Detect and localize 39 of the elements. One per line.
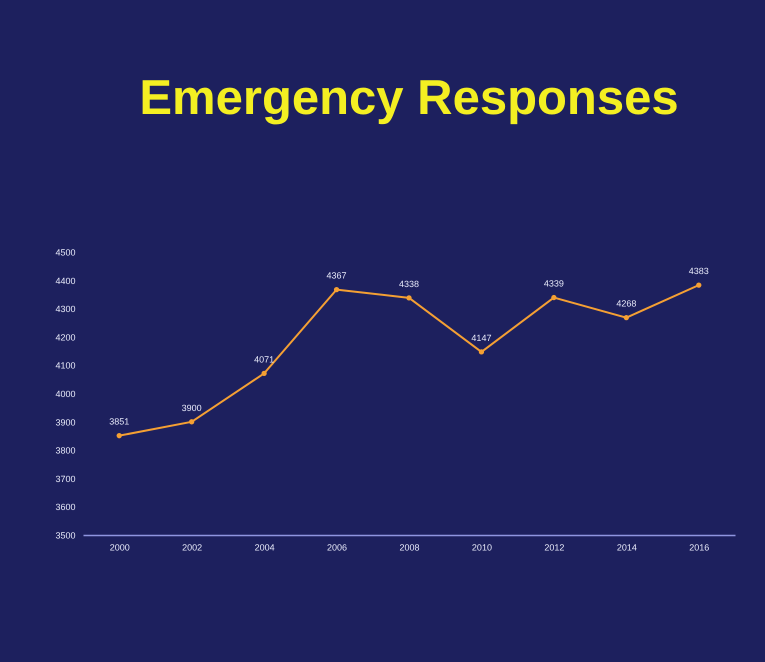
x-tick-label: 2002 (182, 542, 202, 552)
point (406, 295, 412, 300)
y-tick-label: 3800 (55, 446, 76, 456)
y-tick-label: 4400 (55, 276, 76, 286)
x-tick-label: 2004 (254, 542, 275, 552)
x-tick-label: 2010 (472, 542, 492, 552)
y-tick-label: 4000 (55, 389, 76, 399)
point (116, 433, 122, 438)
y-tick-label: 3900 (55, 417, 76, 428)
data-label: 4367 (326, 270, 347, 281)
point (624, 315, 629, 320)
y-tick-label: 4500 (55, 248, 76, 258)
y-tick-label: 3600 (55, 502, 76, 512)
data-label: 4339 (544, 278, 564, 289)
point (551, 294, 557, 300)
x-tick-label: 2006 (327, 542, 348, 552)
point (478, 349, 484, 355)
data-label: 3900 (182, 402, 202, 413)
point (696, 282, 702, 288)
x-tick-label: 2016 (689, 542, 710, 552)
data-label: 4338 (398, 278, 420, 289)
x-tick-label: 2012 (544, 542, 564, 552)
x-tick-label: 2008 (399, 542, 420, 552)
data-label: 4268 (616, 298, 636, 309)
point (189, 419, 194, 424)
y-tick-label: 4200 (55, 332, 76, 342)
point (334, 287, 340, 292)
x-tick-label: 2000 (110, 542, 130, 552)
chart-title: Emergency Responses (139, 71, 679, 125)
data-label: 4071 (254, 354, 274, 364)
y-tick-label: 4300 (55, 304, 76, 314)
data-label: 3851 (109, 416, 130, 427)
x-tick-label: 2014 (616, 542, 637, 552)
y-tick-label: 3500 (55, 530, 76, 540)
y-tick-label: 4100 (55, 360, 76, 371)
y-tick-label: 3700 (55, 474, 76, 484)
data-label: 4147 (471, 332, 492, 343)
point (261, 370, 267, 376)
data-label: 4383 (688, 266, 709, 276)
